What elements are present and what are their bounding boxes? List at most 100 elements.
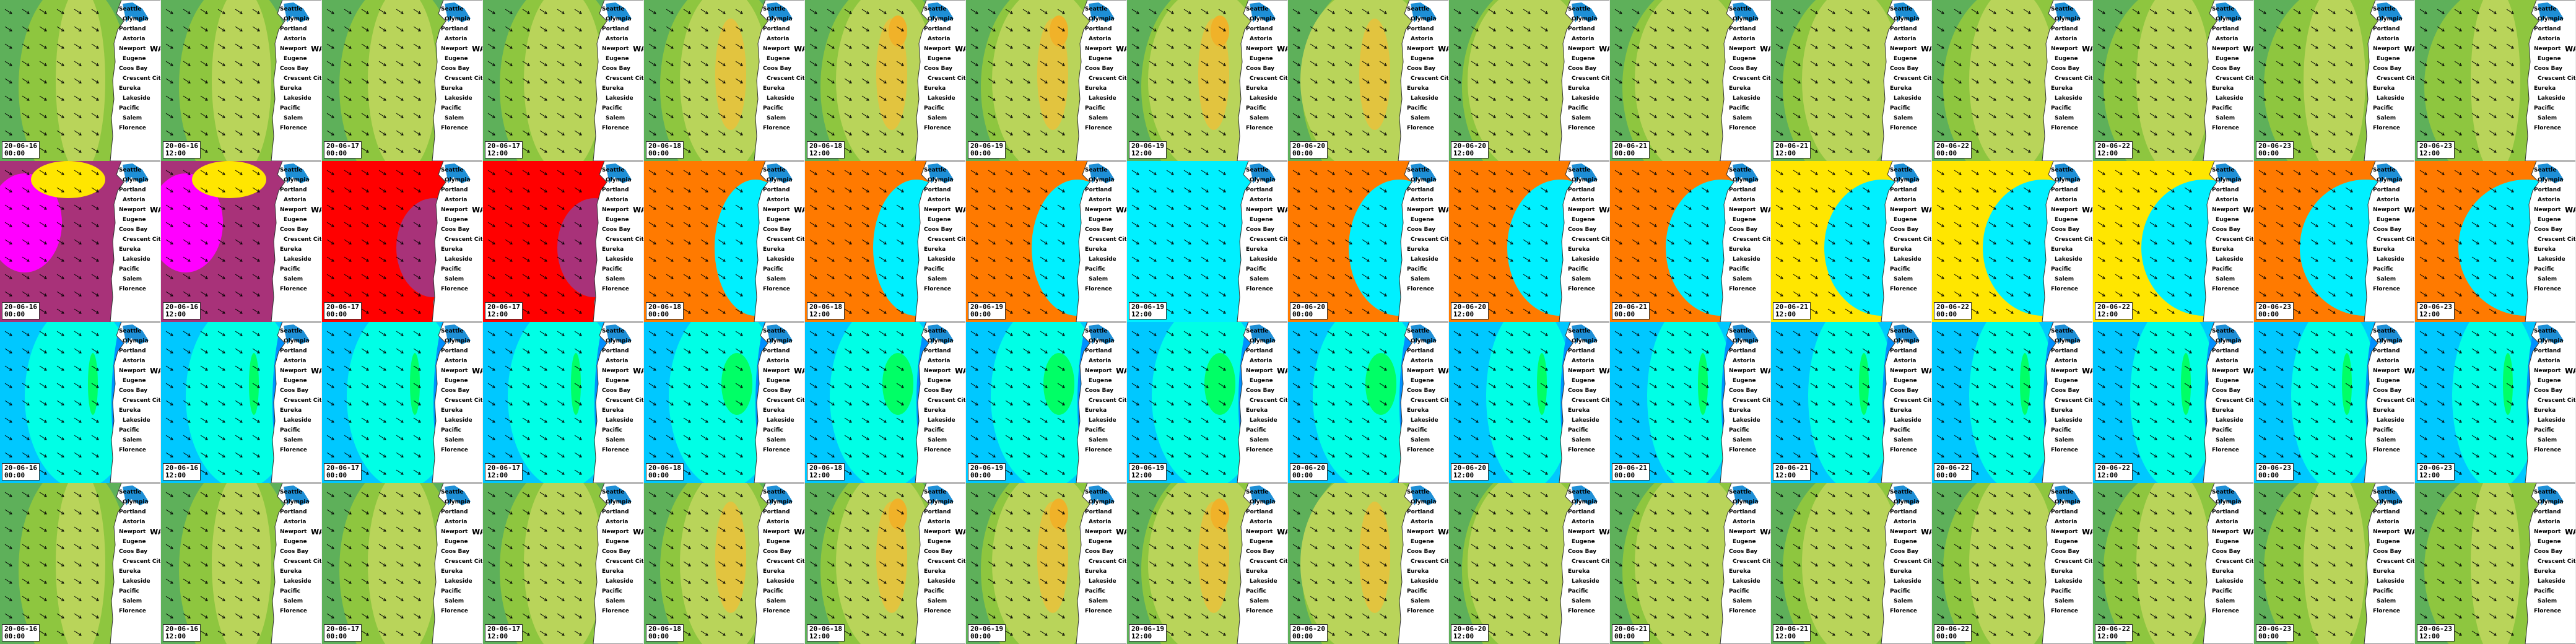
wind-arrow-head xyxy=(188,28,191,32)
wind-arrow-head xyxy=(901,310,904,314)
forecast-panel[interactable]: WASeattleOlympiaPortlandAstoriaNewportEu… xyxy=(2093,161,2254,322)
wind-arrow xyxy=(1005,204,1013,210)
forecast-panel[interactable]: WASeattleOlympiaPortlandAstoriaNewportEu… xyxy=(483,0,644,161)
wind-arrow xyxy=(2345,239,2353,245)
forecast-panel[interactable]: WASeattleOlympiaPortlandAstoriaNewportEu… xyxy=(161,161,322,322)
wind-arrow-head xyxy=(1476,206,1479,210)
forecast-panel[interactable]: WASeattleOlympiaPortlandAstoriaNewportEu… xyxy=(0,0,161,161)
forecast-panel[interactable]: WASeattleOlympiaPortlandAstoriaNewportEu… xyxy=(2415,0,2576,161)
wind-arrow xyxy=(1218,26,1226,32)
wind-arrow xyxy=(2097,130,2105,136)
wind-arrow xyxy=(2184,26,2192,32)
wind-arrow-head xyxy=(1510,28,1513,32)
wind-arrow xyxy=(1149,187,1157,193)
wind-arrow-head xyxy=(1832,97,1835,101)
forecast-panel[interactable]: WASeattleOlympiaPortlandAstoriaNewportEu… xyxy=(483,161,644,322)
wind-arrow-head xyxy=(671,115,674,118)
wind-arrow xyxy=(505,61,513,66)
wind-arrow-head xyxy=(901,241,904,245)
wind-arrow-head xyxy=(1689,310,1692,314)
wind-arrow xyxy=(1845,95,1853,101)
wind-arrow xyxy=(1827,291,1835,297)
forecast-panel[interactable]: WASeattleOlympiaPortlandAstoriaNewportEu… xyxy=(1127,161,1288,322)
wind-arrow xyxy=(2345,170,2353,175)
wind-arrow-head xyxy=(688,97,691,101)
forecast-panel[interactable]: WASeattleOlympiaPortlandAstoriaNewportEu… xyxy=(805,0,966,161)
wind-arrow-head xyxy=(2315,149,2318,153)
wind-arrow-head xyxy=(188,350,191,354)
wind-arrow xyxy=(2454,78,2462,84)
wind-arrow-head xyxy=(96,350,99,354)
wind-arrow-head xyxy=(671,258,674,262)
forecast-panel[interactable]: WASeattleOlympiaPortlandAstoriaNewportEu… xyxy=(2254,161,2415,322)
wind-arrow-head xyxy=(723,310,726,314)
wind-arrow-head xyxy=(1815,310,1818,314)
forecast-panel[interactable]: WASeattleOlympiaPortlandAstoriaNewportEu… xyxy=(1932,0,2093,161)
forecast-panel[interactable]: WASeattleOlympiaPortlandAstoriaNewportEu… xyxy=(644,0,805,161)
forecast-panel[interactable]: WASeattleOlympiaPortlandAstoriaNewportEu… xyxy=(2415,161,2576,322)
wind-arrow-head xyxy=(1332,310,1335,314)
wind-arrow-head xyxy=(1671,276,1674,279)
wind-arrow-head xyxy=(814,224,817,227)
wind-arrow xyxy=(1810,9,1818,14)
forecast-panel[interactable]: WASeattleOlympiaPortlandAstoriaNewportEu… xyxy=(644,322,805,483)
map-field xyxy=(1771,0,1931,161)
forecast-panel[interactable]: WASeattleOlympiaPortlandAstoriaNewportEu… xyxy=(1449,161,1610,322)
wind-arrow-head xyxy=(1458,224,1461,227)
wind-arrow-head xyxy=(96,11,99,14)
wind-arrow xyxy=(1988,274,1996,279)
wind-arrow-head xyxy=(401,310,404,314)
wind-arrow xyxy=(183,170,191,175)
wind-arrow xyxy=(2149,61,2157,66)
forecast-panel[interactable]: WASeattleOlympiaPortlandAstoriaNewportEu… xyxy=(322,322,483,483)
wind-arrow-head xyxy=(1832,80,1835,84)
forecast-panel[interactable]: WASeattleOlympiaPortlandAstoriaNewportEu… xyxy=(1932,161,2093,322)
wind-arrow xyxy=(487,256,495,262)
wind-arrow xyxy=(1793,9,1801,14)
forecast-panel[interactable]: WASeattleOlympiaPortlandAstoriaNewportEu… xyxy=(805,322,966,483)
forecast-panel[interactable]: WASeattleOlympiaPortlandAstoriaNewportEu… xyxy=(966,0,1127,161)
forecast-panel[interactable]: WASeattleOlympiaPortlandAstoriaNewportEu… xyxy=(966,161,1127,322)
wind-arrow-head xyxy=(671,80,674,84)
wind-arrow xyxy=(718,204,726,210)
wind-arrow-head xyxy=(188,258,191,262)
wind-arrow-head xyxy=(814,276,817,279)
forecast-panel[interactable]: WASeattleOlympiaPortlandAstoriaNewportEu… xyxy=(2093,0,2254,161)
forecast-panel[interactable]: WASeattleOlympiaPortlandAstoriaNewportEu… xyxy=(161,0,322,161)
wind-arrow-head xyxy=(1528,189,1531,193)
wind-arrow xyxy=(1201,78,1209,84)
wind-arrow xyxy=(809,222,817,227)
forecast-panel[interactable]: WASeattleOlympiaPortlandAstoriaNewportEu… xyxy=(1288,161,1449,322)
wind-arrow-head xyxy=(1780,80,1783,84)
wind-arrow xyxy=(2167,170,2175,175)
wind-arrow xyxy=(56,256,64,262)
wind-arrow xyxy=(1845,78,1853,84)
forecast-panel[interactable]: WASeattleOlympiaPortlandAstoriaNewportEu… xyxy=(1449,0,1610,161)
forecast-panel[interactable]: WASeattleOlympiaPortlandAstoriaNewportEu… xyxy=(2254,0,2415,161)
wind-arrow xyxy=(2184,274,2192,279)
wind-arrow xyxy=(2023,61,2031,66)
forecast-panel[interactable]: WASeattleOlympiaPortlandAstoriaNewportEu… xyxy=(805,161,966,322)
forecast-panel[interactable]: WASeattleOlympiaPortlandAstoriaNewportEu… xyxy=(0,161,161,322)
wind-arrow xyxy=(2149,308,2157,314)
forecast-panel[interactable]: WASeattleOlympiaPortlandAstoriaNewportEu… xyxy=(0,322,161,483)
forecast-panel[interactable]: WASeattleOlympiaPortlandAstoriaNewportEu… xyxy=(1127,0,1288,161)
forecast-panel[interactable]: WASeattleOlympiaPortlandAstoriaNewportEu… xyxy=(1610,0,1771,161)
forecast-panel[interactable]: WASeattleOlympiaPortlandAstoriaNewportEu… xyxy=(644,161,805,322)
forecast-panel[interactable]: WASeattleOlympiaPortlandAstoriaNewportEu… xyxy=(483,322,644,483)
forecast-panel[interactable]: WASeattleOlympiaPortlandAstoriaNewportEu… xyxy=(322,0,483,161)
forecast-panel[interactable]: WASeattleOlympiaPortlandAstoriaNewportEu… xyxy=(1771,161,1932,322)
forecast-panel[interactable]: WASeattleOlympiaPortlandAstoriaNewportEu… xyxy=(322,161,483,322)
forecast-panel[interactable]: WASeattleOlympiaPortlandAstoriaNewportEu… xyxy=(161,322,322,483)
wind-arrow xyxy=(252,331,260,336)
wind-arrow xyxy=(1936,43,1944,49)
wind-arrow xyxy=(2184,43,2192,49)
wind-arrow xyxy=(1827,9,1835,14)
wind-arrow xyxy=(165,256,173,262)
forecast-panel[interactable]: WASeattleOlympiaPortlandAstoriaNewportEu… xyxy=(1771,0,1932,161)
forecast-panel[interactable]: WASeattleOlympiaPortlandAstoriaNewportEu… xyxy=(1610,161,1771,322)
wind-arrows xyxy=(4,170,99,314)
forecast-panel[interactable]: WASeattleOlympiaPortlandAstoriaNewportEu… xyxy=(1288,0,1449,161)
wind-arrow-head xyxy=(1671,189,1674,193)
wind-arrow-head xyxy=(544,276,547,279)
